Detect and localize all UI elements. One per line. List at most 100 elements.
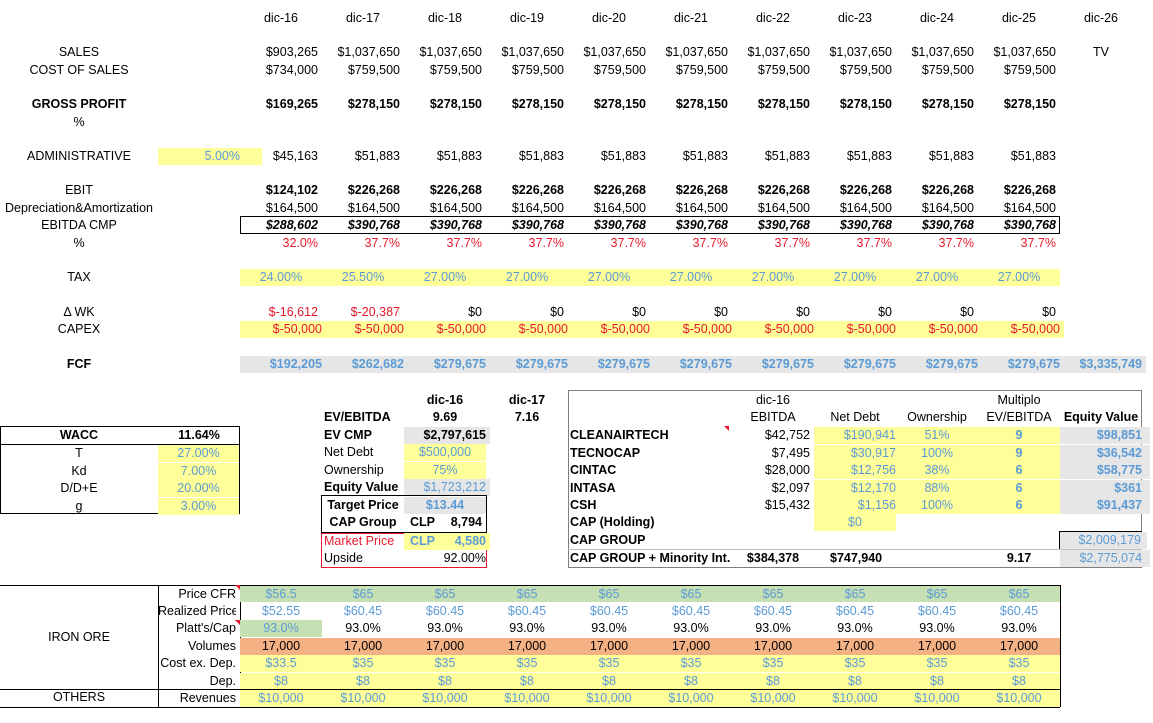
year-header[interactable]: dic-19 — [509, 11, 545, 25]
value-cell[interactable]: $390,768 — [1003, 218, 1056, 232]
iron-value-cell[interactable]: $10,000 — [978, 689, 1060, 707]
company-ebitda[interactable]: $28,000 — [764, 463, 810, 477]
value-cell[interactable]: $278,150 — [1003, 97, 1056, 111]
value-cell[interactable]: $164,500 — [511, 201, 564, 215]
year-header[interactable]: dic-24 — [919, 11, 955, 25]
iron-value-cell[interactable]: 93.0% — [1001, 621, 1037, 636]
year-header[interactable]: dic-20 — [591, 11, 627, 25]
value-cell[interactable]: $278,150 — [757, 97, 810, 111]
value-cell[interactable]: $278,150 — [511, 97, 564, 111]
value-cell[interactable]: $759,500 — [511, 63, 564, 77]
dwk-cell[interactable]: $0 — [796, 305, 810, 319]
value-cell[interactable]: $288,602 — [265, 218, 318, 232]
admin-rate-input[interactable]: 5.00% — [158, 148, 262, 165]
dwk-cell[interactable]: $0 — [960, 305, 974, 319]
iron-value-cell[interactable]: $8 — [732, 672, 814, 690]
iron-value-cell[interactable]: 93.0% — [345, 621, 381, 636]
iron-value-cell[interactable]: $65 — [814, 585, 896, 603]
fcf-cell[interactable]: $279,675 — [404, 356, 490, 373]
iron-value-cell[interactable]: 17,000 — [650, 637, 732, 655]
value-cell[interactable]: $759,500 — [593, 63, 646, 77]
fcf-cell[interactable]: $279,675 — [650, 356, 736, 373]
capex-input[interactable]: $-50,000 — [322, 321, 408, 338]
company-multiple[interactable]: 6 — [978, 479, 1060, 497]
value-cell[interactable]: $734,000 — [265, 63, 318, 77]
iron-value-cell[interactable]: 93.0% — [427, 621, 463, 636]
value-cell[interactable]: 37.7% — [692, 236, 728, 250]
fcf-cell[interactable]: $279,675 — [896, 356, 982, 373]
value-cell[interactable]: 37.7% — [1020, 236, 1056, 250]
capex-input[interactable]: $-50,000 — [568, 321, 654, 338]
tax-input[interactable]: 27.00% — [978, 269, 1060, 286]
value-cell[interactable]: $45,163 — [272, 149, 318, 163]
fcf-cell[interactable]: $279,675 — [486, 356, 572, 373]
value-cell[interactable]: $51,883 — [846, 149, 892, 163]
iron-value-cell[interactable]: $65 — [650, 585, 732, 603]
iron-value-cell[interactable]: $35 — [404, 655, 486, 672]
value-cell[interactable]: $226,268 — [347, 183, 400, 197]
year-header[interactable]: dic-25 — [1001, 11, 1037, 25]
iron-value-cell[interactable]: 93.0% — [240, 620, 322, 638]
iron-value-cell[interactable]: $8 — [814, 672, 896, 690]
value-cell[interactable]: $164,500 — [347, 201, 400, 215]
value-cell[interactable]: $51,883 — [928, 149, 974, 163]
ownership-input[interactable]: 75% — [404, 462, 486, 479]
year-header[interactable]: dic-16 — [263, 11, 299, 25]
iron-value-cell[interactable]: 17,000 — [978, 637, 1060, 655]
value-cell[interactable]: $759,500 — [1003, 63, 1056, 77]
value-cell[interactable]: 32.0% — [282, 236, 318, 250]
value-cell[interactable]: $278,150 — [347, 97, 400, 111]
value-cell[interactable]: $226,268 — [757, 183, 810, 197]
fcf-cell[interactable]: $279,675 — [732, 356, 818, 373]
company-net-debt[interactable]: $190,941 — [814, 427, 904, 444]
iron-value-cell[interactable]: $60.45 — [425, 603, 465, 618]
value-cell[interactable]: $164,500 — [265, 201, 318, 215]
iron-value-cell[interactable]: 17,000 — [814, 637, 896, 655]
value-cell[interactable]: $226,268 — [1003, 183, 1056, 197]
capex-input[interactable]: $-50,000 — [978, 321, 1064, 338]
wacc-param-input[interactable]: 20.00% — [158, 480, 239, 497]
value-cell[interactable]: $1,037,650 — [747, 45, 810, 59]
iron-value-cell[interactable]: $60.45 — [507, 603, 547, 618]
company-equity[interactable]: $98,851 — [1060, 427, 1150, 444]
iron-value-cell[interactable]: $65 — [568, 585, 650, 603]
iron-value-cell[interactable]: $65 — [322, 585, 404, 603]
value-cell[interactable]: $164,500 — [429, 201, 482, 215]
value-cell[interactable]: $51,883 — [518, 149, 564, 163]
dwk-cell[interactable]: $-20,387 — [350, 305, 400, 319]
value-cell[interactable]: $759,500 — [675, 63, 728, 77]
capgroup-value[interactable]: 8,794 — [450, 515, 482, 529]
iron-value-cell[interactable]: $35 — [486, 655, 568, 672]
value-cell[interactable]: $164,500 — [839, 201, 892, 215]
iron-value-cell[interactable]: $35 — [732, 655, 814, 672]
dwk-cell[interactable]: $0 — [468, 305, 482, 319]
fcf-cell[interactable]: $279,675 — [978, 356, 1064, 373]
iron-value-cell[interactable]: $65 — [404, 585, 486, 603]
value-cell[interactable]: $278,150 — [593, 97, 646, 111]
wacc-param-input[interactable]: 7.00% — [158, 462, 239, 480]
company-ownership[interactable]: 38% — [896, 462, 978, 479]
year-header[interactable]: dic-23 — [837, 11, 873, 25]
company-equity[interactable]: $91,437 — [1060, 497, 1150, 514]
company-multiple[interactable]: 9 — [978, 444, 1060, 462]
value-cell[interactable]: $759,500 — [757, 63, 810, 77]
iron-value-cell[interactable]: $65 — [732, 585, 814, 603]
value-cell[interactable]: $390,768 — [675, 218, 728, 232]
wacc-value[interactable]: 11.64% — [178, 428, 220, 442]
company-equity[interactable]: $58,775 — [1060, 462, 1150, 479]
year-header[interactable]: dic-18 — [427, 11, 463, 25]
capex-input[interactable]: $-50,000 — [404, 321, 490, 338]
iron-value-cell[interactable]: $35 — [322, 655, 404, 672]
value-cell[interactable]: $1,037,650 — [419, 45, 482, 59]
value-cell[interactable]: $390,768 — [593, 218, 646, 232]
iron-value-cell[interactable]: $10,000 — [732, 689, 814, 707]
iron-value-cell[interactable]: 17,000 — [240, 637, 322, 655]
iron-value-cell[interactable]: 93.0% — [837, 621, 873, 636]
value-cell[interactable]: $1,037,650 — [993, 45, 1056, 59]
market-value[interactable]: 4,580 — [438, 533, 490, 550]
ev-cmp-value[interactable]: $2,797,615 — [404, 427, 490, 444]
iron-value-cell[interactable]: $60.45 — [999, 603, 1039, 618]
value-cell[interactable]: $390,768 — [757, 218, 810, 232]
group-value[interactable]: $2,009,179 — [1060, 532, 1147, 549]
iron-value-cell[interactable]: $10,000 — [240, 689, 322, 707]
